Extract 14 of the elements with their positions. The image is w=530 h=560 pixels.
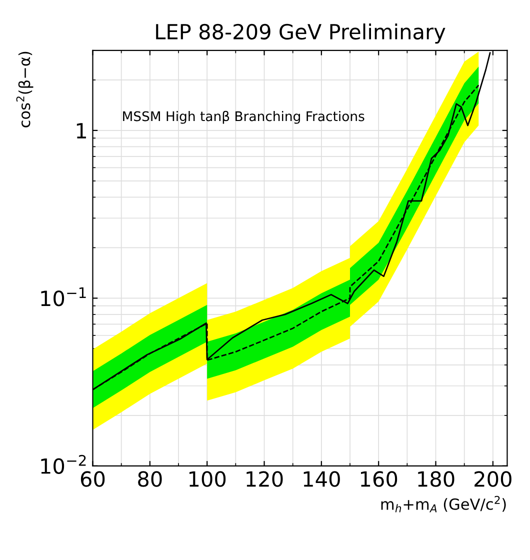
x-tick-label: 100 xyxy=(189,471,226,487)
x-axis-title: m$_{h}$+m$_{A}$ (GeV/c$^{2}$) xyxy=(381,496,506,512)
y-tick-label: 10$^{−1}$ xyxy=(41,287,86,306)
x-tick-label: 80 xyxy=(138,471,162,487)
x-tick-label: 140 xyxy=(304,471,340,487)
x-tick-label: 200 xyxy=(474,471,512,487)
y-tick-label: 1 xyxy=(76,123,86,138)
x-tick-label: 180 xyxy=(418,471,454,487)
annotation: MSSM High tanβ Branching Fractions xyxy=(123,110,364,124)
y-axis-title: cos$^{2}$(β−α) xyxy=(16,52,34,128)
chart-title: LEP 88-209 GeV Preliminary xyxy=(156,23,446,44)
x-tick-label: 160 xyxy=(360,471,398,487)
x-tick-label: 120 xyxy=(246,471,283,487)
x-tick-label: 60 xyxy=(80,471,105,487)
